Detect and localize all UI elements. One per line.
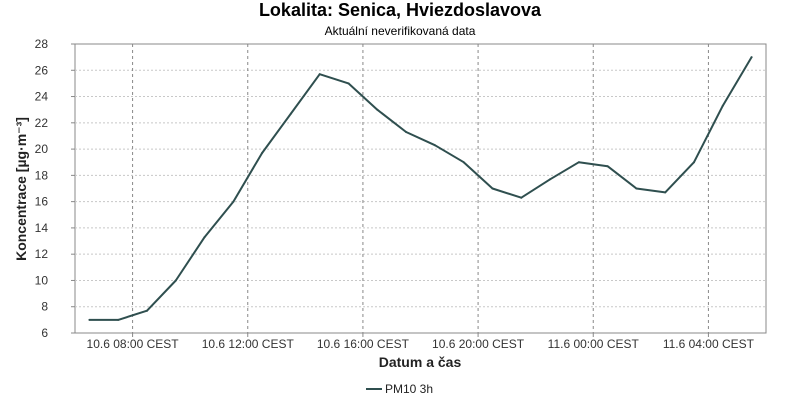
y-tick-label: 18 [35,168,49,182]
y-tick-label: 22 [35,116,49,130]
data-point [606,165,609,168]
data-point [462,161,465,164]
data-point [117,318,120,321]
x-tick-label: 11.6 00:00 CEST [548,337,640,351]
data-point [347,82,350,85]
x-tick-label: 10.6 08:00 CEST [87,337,180,351]
x-axis-title: Datum a čas [379,354,462,370]
data-point [376,108,379,111]
y-tick-label: 6 [41,326,48,340]
series-line [89,56,753,321]
data-point [577,161,580,164]
x-tick-label: 10.6 12:00 CEST [202,337,295,351]
data-point [318,73,321,76]
data-point [693,161,695,164]
y-tick-label: 24 [35,90,49,104]
data-point [549,178,552,181]
data-point [289,112,292,115]
data-point [232,200,235,203]
y-tick-label: 20 [35,142,49,156]
data-point [664,191,667,194]
series-group [88,56,753,321]
y-tick-label: 28 [35,37,49,51]
y-tick-label: 8 [41,300,48,314]
x-axis: 10.6 08:00 CEST 10.6 12:00 CEST 10.6 16:00… [87,333,755,351]
y-tick-label: 16 [35,195,49,209]
chart-subtitle: Aktuální neverifikovaná data [324,24,476,38]
chart-title: Lokalita: Senica, Hviezdoslavova [258,0,542,20]
data-point [261,152,264,154]
data-point [520,196,523,199]
grid-lines [75,44,766,333]
legend-label: PM10 3h [385,382,433,396]
data-point [750,56,753,59]
y-tick-label: 12 [35,247,49,261]
x-tick-label: 10.6 20:00 CEST [432,337,525,351]
x-tick-label: 11.6 04:00 CEST [663,337,755,351]
plot-area [74,43,767,334]
y-tick-label: 14 [35,221,49,235]
legend: PM10 3h [366,382,433,396]
data-point [721,104,724,107]
data-point [146,309,148,312]
y-tick-label: 10 [35,273,49,287]
data-point [491,187,494,190]
data-point [174,279,177,282]
y-axis: 6 8 10 12 14 16 18 20 22 24 26 28 [35,37,75,340]
data-point [433,144,436,147]
data-point [203,236,206,239]
data-point [88,318,91,321]
y-tick-label: 26 [35,63,49,77]
x-tick-label: 10.6 16:00 CEST [317,337,410,351]
data-point [635,187,638,190]
data-point [405,131,408,133]
y-axis-title: Koncentrace [µg·m⁻³] [13,117,29,261]
